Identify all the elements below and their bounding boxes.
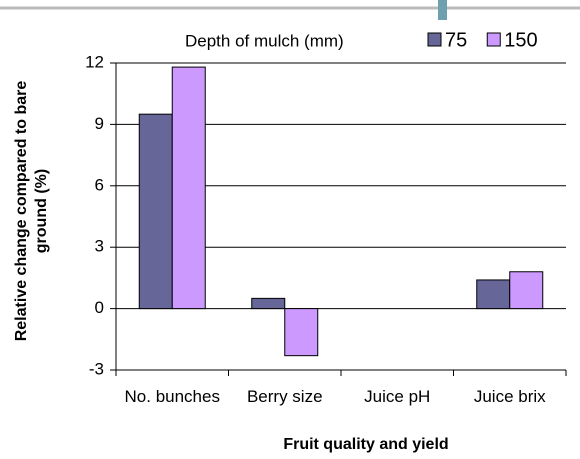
legend-swatch (486, 32, 501, 47)
top-marker (438, 0, 447, 20)
legend-label: 150 (504, 29, 537, 51)
bar (171, 66, 206, 310)
bar (509, 271, 544, 310)
x-axis-label: Fruit quality and yield (283, 436, 449, 453)
y-tick-label: 0 (95, 298, 104, 317)
bar (284, 308, 319, 357)
legend-label: 75 (445, 29, 467, 51)
legend-title: Depth of mulch (mm) (185, 31, 344, 50)
y-tick-label: 9 (95, 114, 104, 133)
y-tick-label: 3 (95, 237, 104, 256)
legend-swatch (427, 32, 442, 47)
y-tick-label: -3 (89, 359, 104, 378)
y-axis-label: Relative change compared to bare ground … (13, 80, 50, 342)
x-tick-label: No. bunches (124, 387, 220, 406)
bar (138, 113, 173, 310)
bar (476, 279, 511, 310)
bar (251, 297, 286, 310)
y-tick-label: 12 (85, 52, 104, 71)
x-tick-label: Juice pH (364, 387, 431, 406)
x-tick-label: Juice brix (473, 387, 546, 406)
x-tick-label: Berry size (246, 387, 323, 406)
y-tick-label: 6 (95, 175, 104, 194)
